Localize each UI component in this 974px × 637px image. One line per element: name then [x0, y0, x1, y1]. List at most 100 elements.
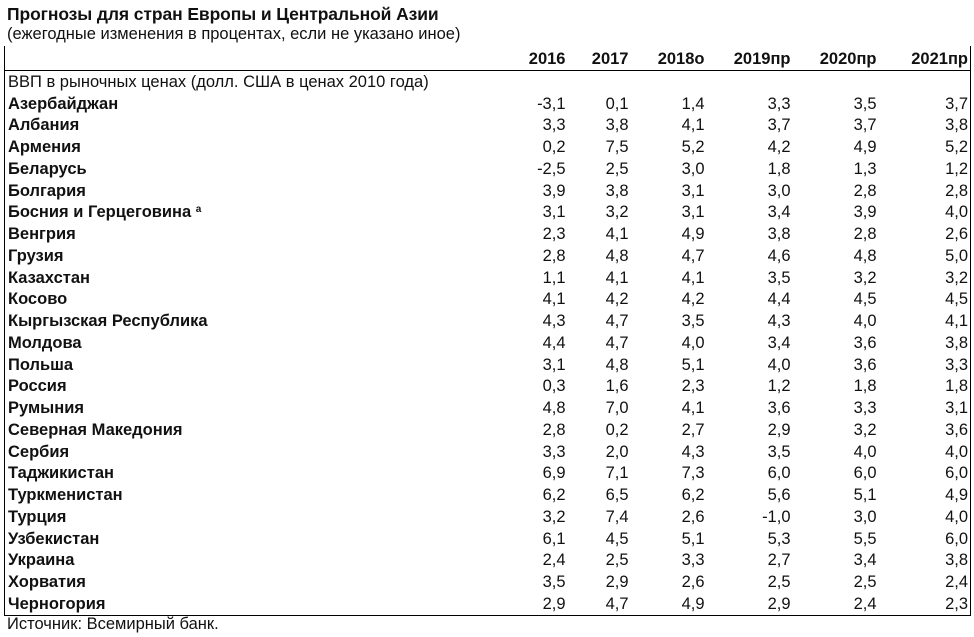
value-cell: 4,1: [605, 225, 629, 244]
section-label: ВВП в рыночных ценах (долл. США в ценах …: [8, 72, 429, 91]
table-subtitle: (ежегодные изменения в процентах, если н…: [7, 25, 461, 43]
value-cell: 5,1: [681, 529, 705, 548]
value-cell: 2,4: [792, 593, 879, 616]
country-name-text: Туркменистан: [8, 486, 123, 505]
value-cell: 5,0: [945, 246, 968, 265]
table-row: Армения 0,2 7,5 5,2 4,2 4,9 5,2: [5, 136, 971, 158]
section-row: ВВП в рыночных ценах (долл. США в ценах …: [5, 71, 971, 93]
value-cell: 3,5: [853, 94, 877, 113]
country-name: Сербия: [5, 441, 502, 463]
value-cell: 4,5: [605, 529, 629, 548]
value-cell: 4,7: [681, 246, 705, 265]
country-name: Северная Македония: [5, 419, 502, 441]
value-cell: 5,5: [853, 529, 877, 548]
value-cell: 4,8: [605, 355, 629, 374]
value-cell: 4,3: [681, 442, 705, 461]
country-name-text: Сербия: [8, 442, 70, 461]
value-cell: 3,5: [542, 573, 566, 592]
value-cell: 7,5: [605, 138, 629, 157]
country-name-text: Узбекистан: [8, 529, 100, 548]
country-name: Туркменистан: [5, 484, 502, 506]
value-cell: 3,9: [853, 203, 877, 222]
column-header: 2020пр: [792, 46, 879, 71]
value-cell: 6,0: [945, 529, 968, 548]
value-cell: 3,3: [681, 551, 705, 570]
value-cell: 3,0: [767, 181, 791, 200]
value-cell: 4,8: [542, 399, 566, 418]
value-cell: 2,5: [853, 573, 877, 592]
value-cell: 4,0: [945, 507, 968, 526]
country-name: Косово: [5, 289, 502, 311]
table-row: Хорватия 3,5 2,9 2,6 2,5 2,5 2,4: [5, 571, 971, 593]
value-cell: 4,6: [767, 246, 791, 265]
value-cell: 4,3: [542, 312, 566, 331]
country-name: Казахстан: [5, 267, 502, 289]
value-cell: 1,2: [767, 377, 791, 396]
value-cell: 4,2: [605, 290, 629, 309]
value-cell: 4,2: [681, 290, 705, 309]
value-cell: 3,1: [681, 203, 705, 222]
value-cell: 3,8: [605, 181, 629, 200]
country-name-text: Босния и Герцеговина: [8, 203, 192, 222]
table-row: Украина 2,4 2,5 3,3 2,7 3,4 3,8: [5, 550, 971, 572]
table-row: Россия 0,3 1,6 2,3 1,2 1,8 1,8: [5, 376, 971, 398]
value-cell: 4,1: [681, 268, 705, 287]
table-row: Черногория 2,9 4,7 4,9 2,9 2,4 2,3: [4, 593, 971, 616]
value-cell: 1,3: [853, 159, 877, 178]
country-name: Армения: [5, 136, 502, 158]
value-cell: 0,2: [542, 138, 566, 157]
value-cell: 2,7: [767, 551, 791, 570]
value-cell: 7,1: [605, 464, 629, 483]
value-cell: 4,1: [542, 290, 566, 309]
country-name-text: Венгрия: [8, 225, 76, 244]
value-cell: 4,5: [945, 290, 968, 309]
value-cell: 3,6: [853, 333, 877, 352]
header-blank: [4, 46, 502, 71]
value-cell: 2,6: [945, 225, 968, 244]
value-cell: 4,0: [767, 355, 791, 374]
country-name: Беларусь: [5, 158, 502, 180]
value-cell: 0,2: [605, 420, 629, 439]
value-cell: -3,1: [537, 94, 566, 113]
table-row: Казахстан 1,1 4,1 4,1 3,5 3,2 3,2: [5, 267, 971, 289]
value-cell: 3,2: [945, 268, 968, 287]
value-cell: 3,6: [945, 420, 968, 439]
value-cell: 2,9: [501, 593, 568, 616]
value-cell: 6,5: [605, 486, 629, 505]
country-name-text: Армения: [8, 138, 81, 157]
value-cell: 7,0: [605, 399, 629, 418]
column-header: 2019пр: [706, 46, 793, 71]
value-cell: 3,7: [767, 116, 791, 135]
value-cell: 1,8: [767, 159, 791, 178]
country-name-text: Болгария: [8, 181, 86, 200]
country-name-text: Украина: [8, 551, 75, 570]
table-row: Турция 3,2 7,4 2,6 -1,0 3,0 4,0: [5, 506, 971, 528]
value-cell: 3,8: [945, 116, 968, 135]
table-row: Венгрия 2,3 4,1 4,9 3,8 2,8 2,6: [5, 223, 971, 245]
source-note: Источник: Всемирный банк.: [7, 615, 219, 633]
value-cell: 3,7: [853, 116, 877, 135]
table-row: Косово 4,1 4,2 4,2 4,4 4,5 4,5: [5, 289, 971, 311]
value-cell: 3,8: [945, 551, 968, 570]
value-cell: 3,6: [767, 399, 791, 418]
value-cell: 4,7: [605, 312, 629, 331]
value-cell: 3,0: [681, 159, 705, 178]
value-cell: 5,6: [767, 486, 791, 505]
country-name-text: Таджикистан: [8, 464, 114, 483]
value-cell: 4,8: [853, 246, 877, 265]
value-cell: 1,6: [605, 377, 629, 396]
value-cell: 3,2: [853, 268, 877, 287]
value-cell: 2,9: [605, 573, 629, 592]
value-cell: 3,5: [767, 442, 791, 461]
value-cell: 3,2: [853, 420, 877, 439]
value-cell: 2,5: [767, 573, 791, 592]
value-cell: 4,0: [945, 442, 968, 461]
value-cell: 3,4: [767, 203, 791, 222]
value-cell: 3,3: [853, 399, 877, 418]
value-cell: 2,5: [605, 159, 629, 178]
country-name: Румыния: [5, 397, 502, 419]
value-cell: 4,7: [605, 333, 629, 352]
table-row: Туркменистан 6,2 6,5 6,2 5,6 5,1 4,9: [5, 484, 971, 506]
value-cell: 5,3: [767, 529, 791, 548]
